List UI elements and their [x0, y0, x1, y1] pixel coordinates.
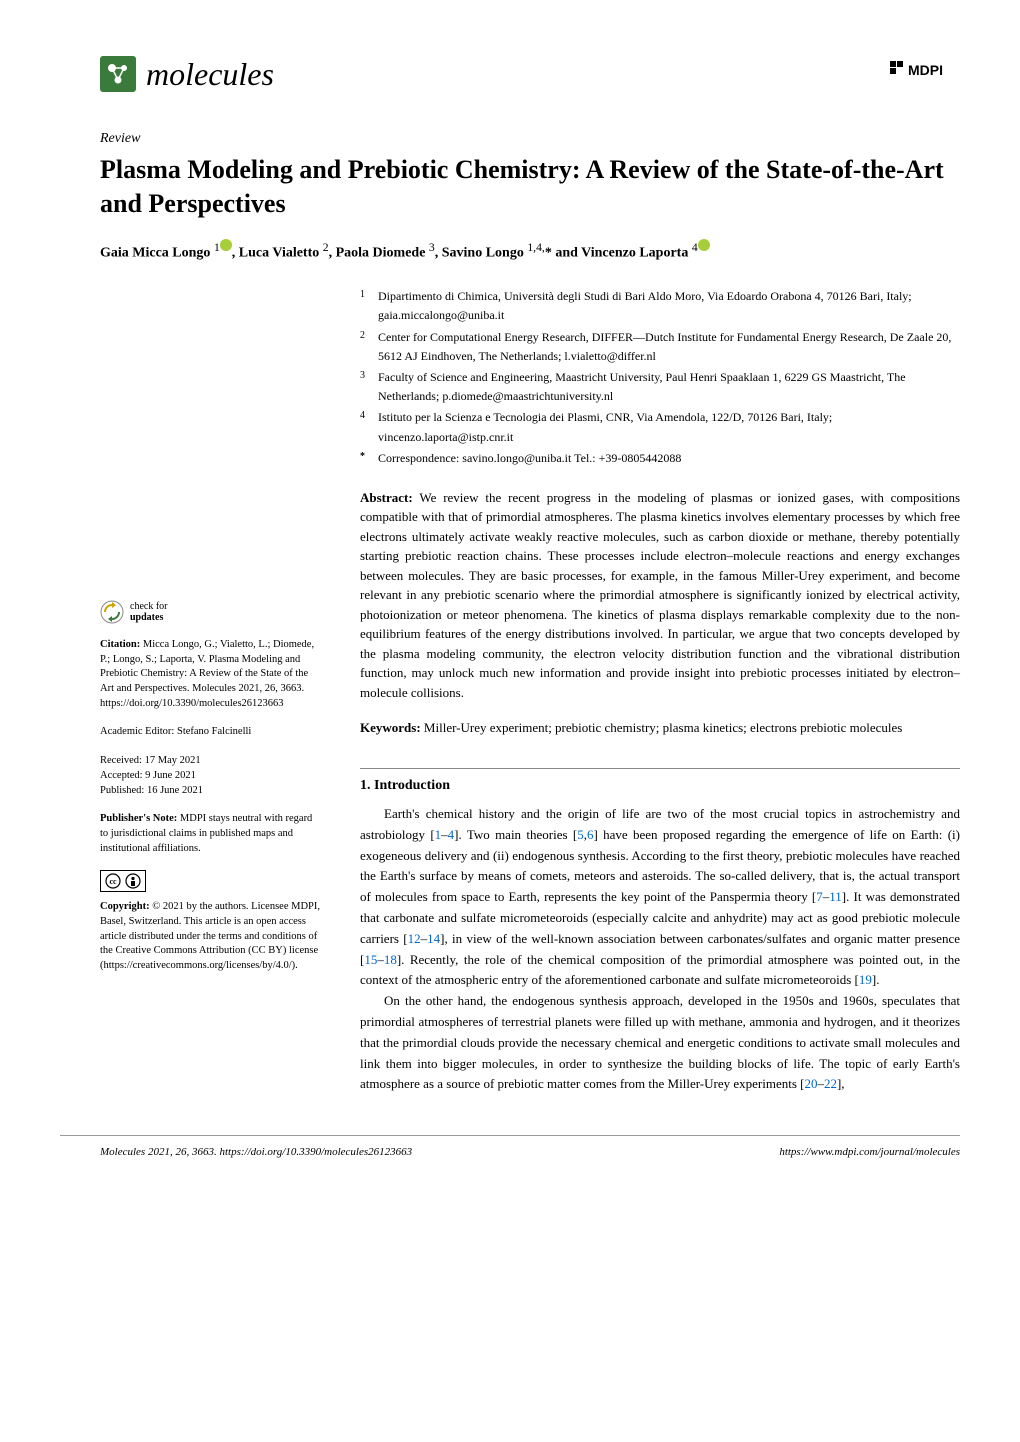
abstract-block: Abstract: We review the recent progress … — [360, 488, 960, 703]
ref-link[interactable]: 7 — [816, 889, 823, 904]
body-text: Earth's chemical history and the origin … — [360, 804, 960, 1095]
cc-icon: cc — [100, 870, 146, 892]
keywords-text: Miller-Urey experiment; prebiotic chemis… — [424, 720, 902, 735]
paragraph-1: Earth's chemical history and the origin … — [360, 804, 960, 991]
affiliation-item: 4Istituto per la Scienza e Tecnologia de… — [360, 408, 960, 446]
journal-name: molecules — [146, 50, 274, 98]
keywords-block: Keywords: Miller-Urey experiment; prebio… — [360, 718, 960, 738]
sidebar: check forupdates Citation: Micca Longo, … — [100, 600, 320, 988]
abstract-text: We review the recent progress in the mod… — [360, 490, 960, 700]
footer-left: Molecules 2021, 26, 3663. https://doi.or… — [100, 1144, 412, 1161]
check-updates-badge[interactable]: check forupdates — [100, 600, 320, 624]
abstract-label: Abstract: — [360, 490, 413, 505]
svg-text:MDPI: MDPI — [908, 62, 943, 78]
ref-link[interactable]: 18 — [384, 952, 397, 967]
keywords-label: Keywords: — [360, 720, 421, 735]
dates-block: Received: 17 May 2021 Accepted: 9 June 2… — [100, 754, 320, 798]
copyright-label: Copyright: — [100, 901, 150, 912]
page-footer: Molecules 2021, 26, 3663. https://doi.or… — [60, 1135, 960, 1161]
divider — [360, 768, 960, 769]
affiliation-item: 1Dipartimento di Chimica, Università deg… — [360, 287, 960, 325]
ref-link[interactable]: 11 — [829, 889, 842, 904]
ref-link[interactable]: 1 — [435, 827, 442, 842]
check-updates-text: check forupdates — [130, 601, 167, 623]
affiliation-item: 2Center for Computational Energy Researc… — [360, 328, 960, 366]
mdpi-logo: MDPI — [890, 57, 960, 92]
ref-link[interactable]: 5 — [577, 827, 584, 842]
publisher-note-label: Publisher's Note: — [100, 813, 177, 824]
publisher-note-block: Publisher's Note: MDPI stays neutral wit… — [100, 812, 320, 856]
editor-label: Academic Editor: — [100, 726, 174, 737]
published-date: Published: 16 June 2021 — [100, 784, 320, 799]
footer-right: https://www.mdpi.com/journal/molecules — [779, 1144, 960, 1161]
affiliation-item: 3Faculty of Science and Engineering, Maa… — [360, 368, 960, 406]
svg-text:cc: cc — [109, 877, 117, 886]
citation-label: Citation: — [100, 639, 140, 650]
paragraph-2: On the other hand, the endogenous synthe… — [360, 991, 960, 1095]
article-title: Plasma Modeling and Prebiotic Chemistry:… — [100, 153, 960, 221]
editor-block: Academic Editor: Stefano Falcinelli — [100, 725, 320, 740]
journal-logo: molecules — [100, 50, 274, 98]
copyright-block: Copyright: © 2021 by the authors. Licens… — [100, 900, 320, 973]
section-heading: 1. Introduction — [360, 775, 960, 796]
ref-link[interactable]: 20 — [804, 1076, 817, 1091]
affiliation-item: *Correspondence: savino.longo@uniba.it T… — [360, 449, 960, 468]
citation-block: Citation: Micca Longo, G.; Vialetto, L.;… — [100, 638, 320, 711]
orcid-icon — [698, 239, 710, 251]
ref-link[interactable]: 15 — [364, 952, 377, 967]
ref-link[interactable]: 14 — [427, 931, 440, 946]
check-updates-icon — [100, 600, 124, 624]
ref-link[interactable]: 19 — [859, 972, 872, 987]
cc-license-badge: cc — [100, 870, 320, 892]
editor-name: Stefano Falcinelli — [177, 726, 251, 737]
ref-link[interactable]: 4 — [448, 827, 455, 842]
ref-link[interactable]: 12 — [408, 931, 421, 946]
molecules-logo-icon — [100, 56, 136, 92]
ref-link[interactable]: 6 — [587, 827, 594, 842]
affiliations-block: 1Dipartimento di Chimica, Università deg… — [360, 287, 960, 468]
authors-line: Gaia Micca Longo 1, Luca Vialetto 2, Pao… — [100, 239, 960, 264]
received-date: Received: 17 May 2021 — [100, 754, 320, 769]
page-container: molecules MDPI Review Plasma Modeling an… — [0, 0, 1020, 1201]
ref-link[interactable]: 22 — [824, 1076, 837, 1091]
orcid-icon — [220, 239, 232, 251]
article-type: Review — [100, 128, 960, 149]
accepted-date: Accepted: 9 June 2021 — [100, 769, 320, 784]
page-header: molecules MDPI — [100, 50, 960, 98]
